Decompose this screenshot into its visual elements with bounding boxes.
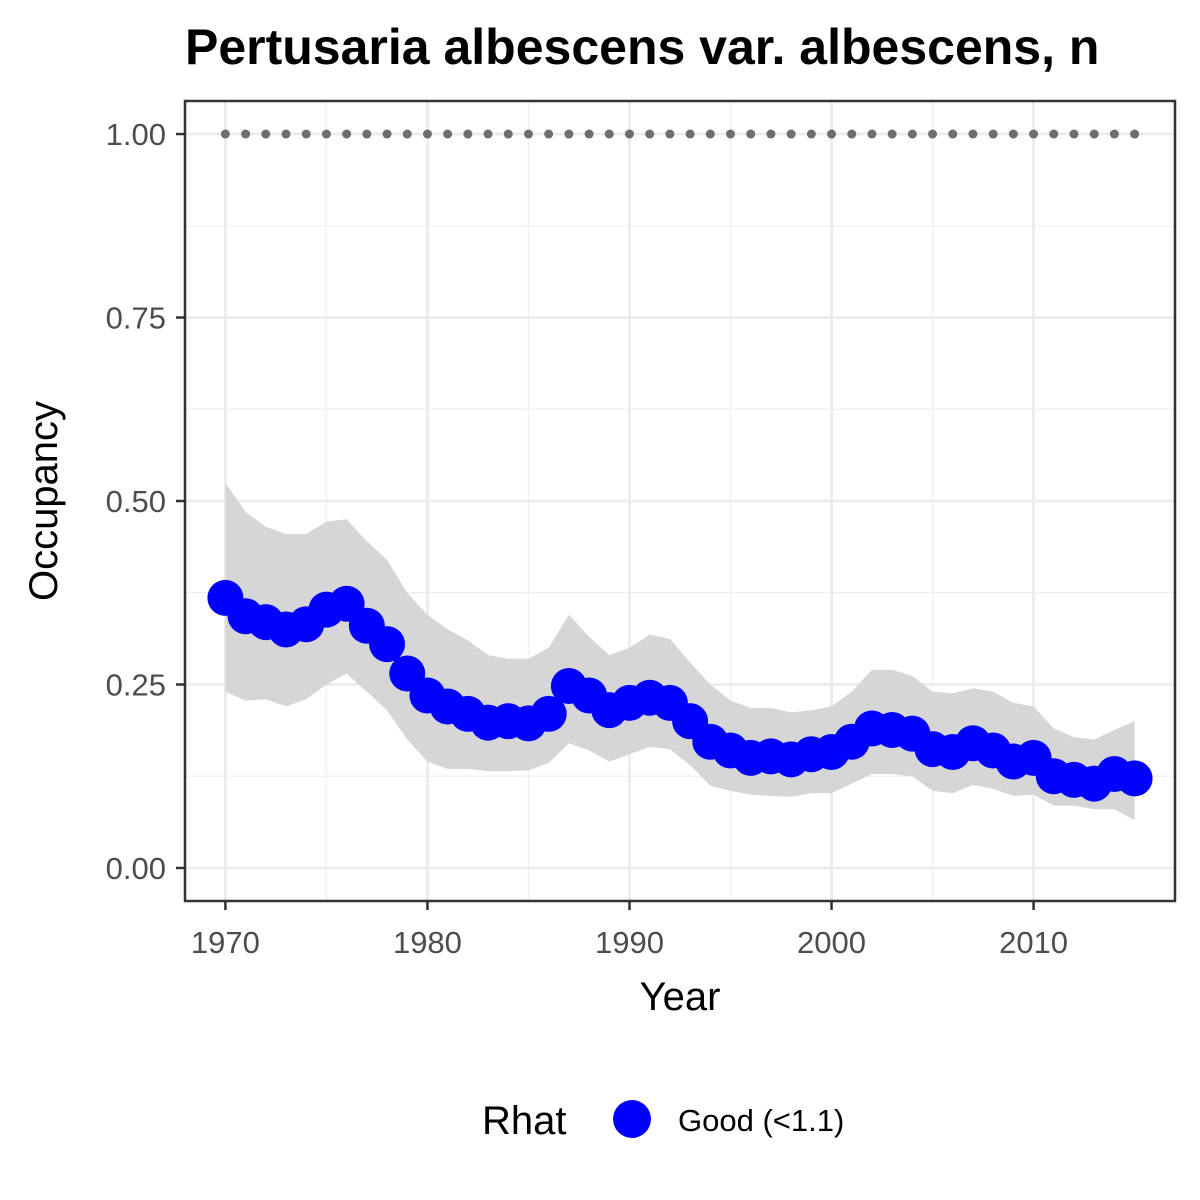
chart-title: Pertusaria albescens var. albescens, n [185, 19, 1099, 75]
reference-dot [362, 129, 372, 139]
legend: Rhat Good (<1.1) [482, 1099, 844, 1143]
occupancy-points [207, 579, 1153, 802]
reference-dot [463, 129, 473, 139]
reference-dot [321, 129, 331, 139]
reference-dot [1089, 129, 1099, 139]
reference-dot [342, 129, 352, 139]
reference-dot [907, 129, 917, 139]
x-tick-label: 1980 [393, 925, 462, 960]
reference-dot [1029, 129, 1039, 139]
y-axis: 0.00 0.25 0.50 0.75 1.00 [106, 117, 185, 886]
reference-dot [806, 129, 816, 139]
reference-dot [705, 129, 715, 139]
reference-dot [928, 129, 938, 139]
data-point [1116, 760, 1153, 797]
reference-dot [746, 129, 756, 139]
data-point [530, 695, 567, 732]
reference-dot [382, 129, 392, 139]
x-tick-label: 1990 [595, 925, 664, 960]
x-tick-label: 2010 [999, 925, 1068, 960]
y-tick-label: 0.75 [106, 301, 166, 336]
reference-dot [887, 129, 897, 139]
reference-dot [422, 129, 432, 139]
reference-dot [624, 129, 634, 139]
x-tick-label: 1970 [191, 925, 260, 960]
reference-dot [766, 129, 776, 139]
y-tick-label: 0.25 [106, 667, 166, 702]
reference-dot [1049, 129, 1059, 139]
reference-dot [1008, 129, 1018, 139]
reference-dot [867, 129, 877, 139]
reference-dot [483, 129, 493, 139]
reference-dot [402, 129, 412, 139]
reference-dot [665, 129, 675, 139]
reference-dot [261, 129, 271, 139]
reference-dot [1109, 129, 1119, 139]
reference-dot [968, 129, 978, 139]
x-tick-label: 2000 [797, 925, 866, 960]
reference-dot [786, 129, 796, 139]
reference-line-dots [220, 129, 1140, 139]
reference-dot [685, 129, 695, 139]
plot-panel [183, 99, 1177, 903]
y-tick-label: 1.00 [106, 117, 166, 152]
reference-dot [241, 129, 251, 139]
y-tick-label: 0.50 [106, 484, 166, 519]
reference-dot [443, 129, 453, 139]
reference-dot [1069, 129, 1079, 139]
y-tick-label: 0.00 [106, 851, 166, 886]
reference-dot [988, 129, 998, 139]
x-axis-title: Year [640, 975, 721, 1019]
reference-dot [1130, 129, 1140, 139]
reference-dot [948, 129, 958, 139]
legend-title: Rhat [482, 1099, 567, 1143]
reference-dot [564, 129, 574, 139]
data-point [369, 626, 406, 663]
reference-dot [523, 129, 533, 139]
x-axis: 1970 1980 1990 2000 2010 [191, 901, 1068, 960]
reference-dot [220, 129, 230, 139]
legend-label-good: Good (<1.1) [678, 1103, 844, 1138]
reference-dot [584, 129, 594, 139]
reference-dot [301, 129, 311, 139]
reference-dot [503, 129, 513, 139]
legend-key-good [613, 1100, 651, 1138]
reference-dot [281, 129, 291, 139]
reference-dot [726, 129, 736, 139]
reference-dot [544, 129, 554, 139]
reference-dot [847, 129, 857, 139]
y-axis-title: Occupancy [22, 401, 66, 601]
reference-dot [645, 129, 655, 139]
reference-dot [604, 129, 614, 139]
reference-dot [827, 129, 837, 139]
